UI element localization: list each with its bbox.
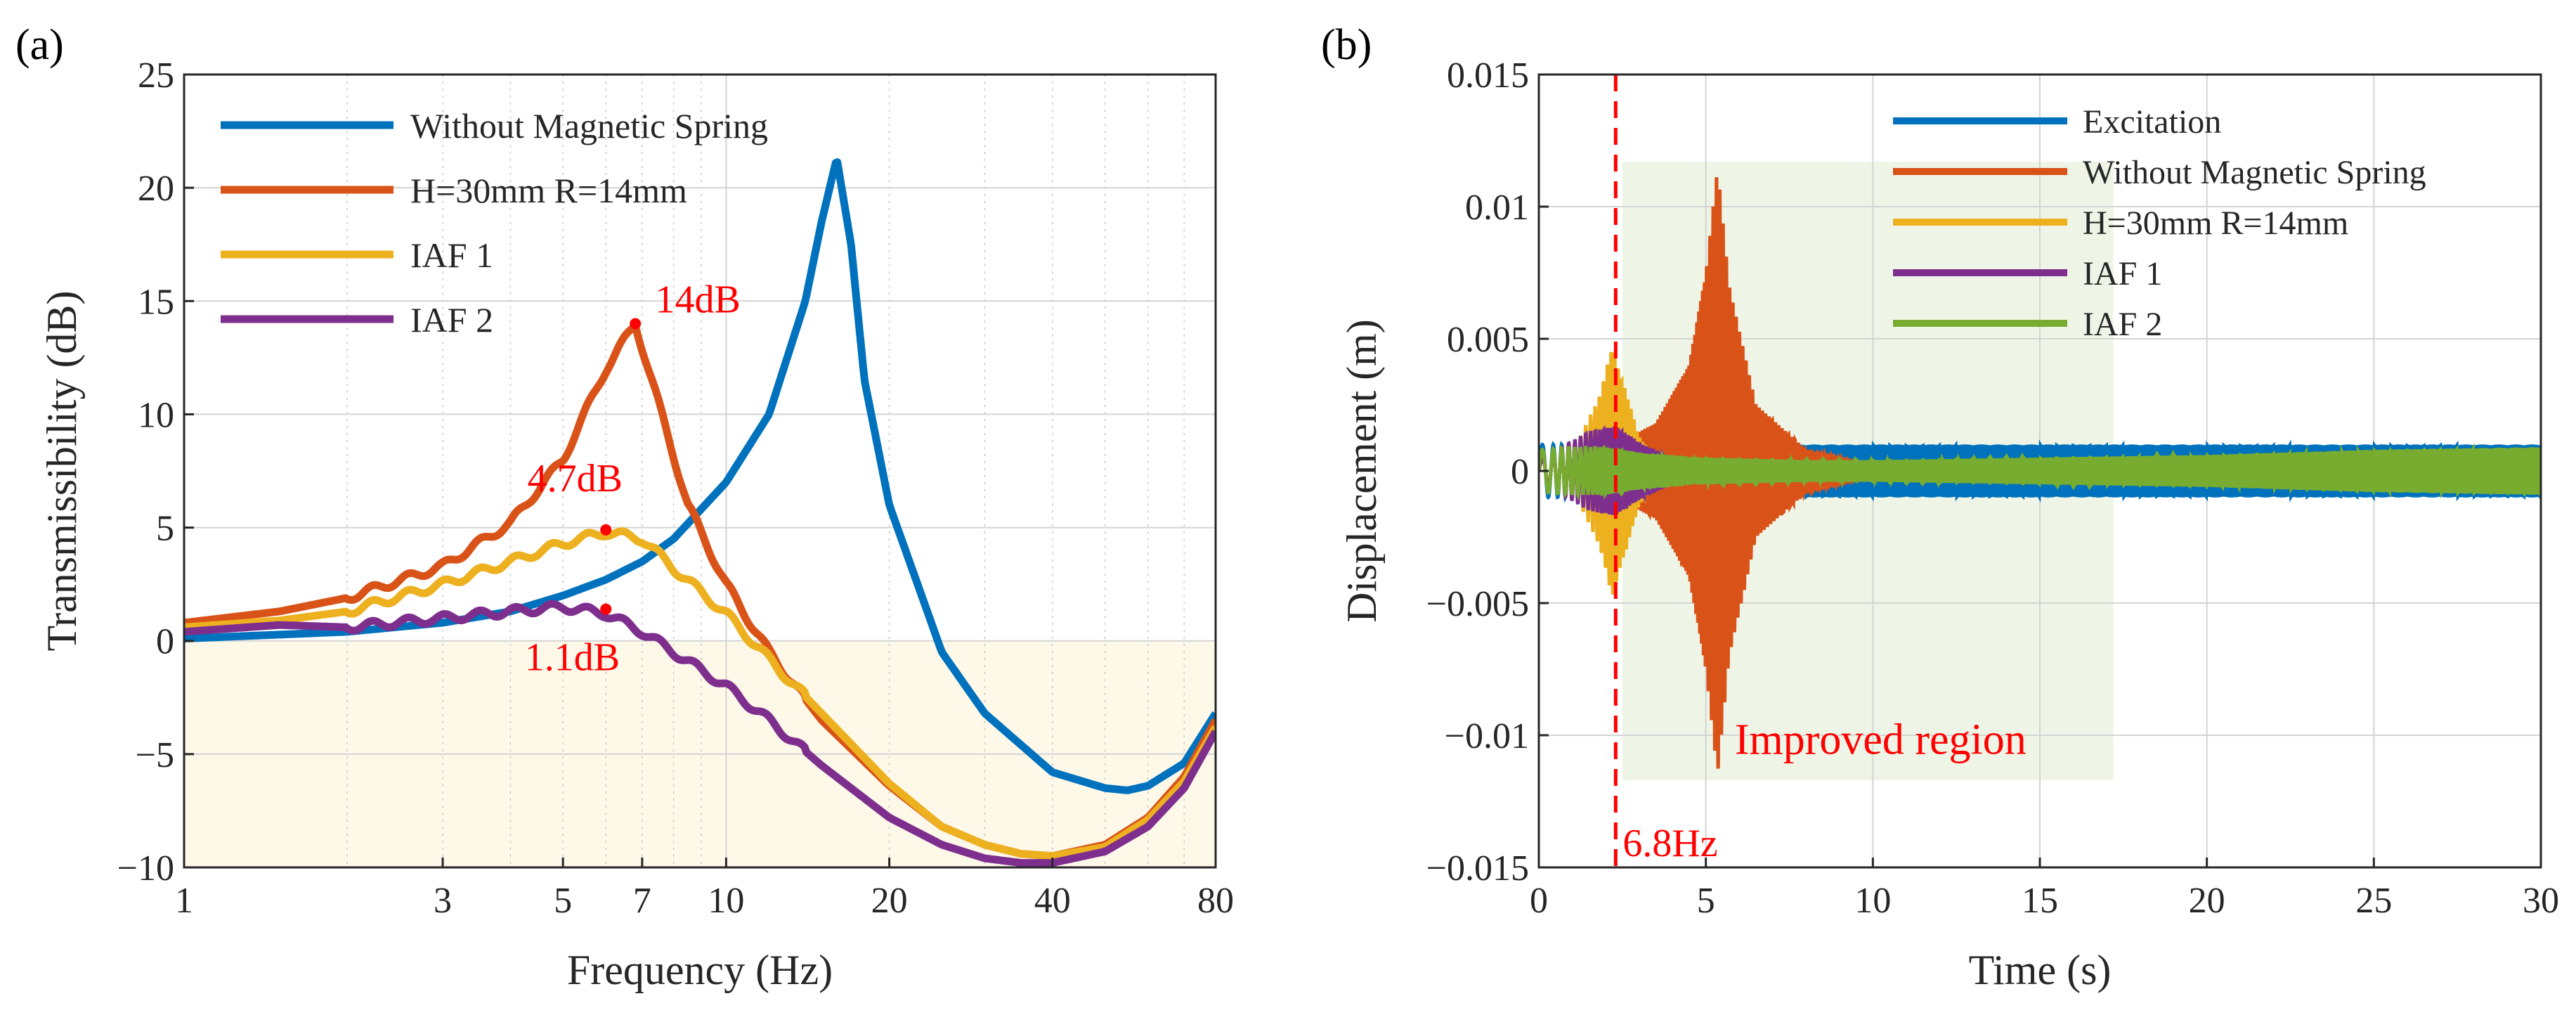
panel-b-series-bands [1539, 176, 2541, 769]
panel-a-ylabel: Transmissibility (dB) [39, 291, 85, 652]
panel-a-series-lines [184, 158, 1216, 867]
ytick-label-0-005: 0.005 [1447, 320, 1529, 360]
panel-a-markers [600, 318, 642, 615]
panel-b-label: (b) [1321, 21, 1372, 69]
marker-0 [630, 318, 642, 330]
xtick-label-1: 1 [175, 881, 193, 921]
panel-a-chart: (a) 14dB 4.7dB 1.1dB 1 3 5 7 10 20 40 80 −10 −5 0 5… [15, 21, 1234, 993]
ytick-label-0-015: −0.015 [1426, 848, 1529, 888]
xtick-label-0: 0 [1530, 881, 1548, 921]
ytick-label-0-01: −0.01 [1445, 716, 1529, 756]
series-band-iaf-2 [1539, 442, 2541, 501]
xtick-label-5: 5 [554, 881, 572, 921]
legend-label-iaf-2: IAF 2 [410, 300, 493, 340]
legend-label-h-30mm-r-14mm: H=30mm R=14mm [2083, 205, 2348, 242]
series-line-iaf-2 [184, 600, 1216, 867]
xtick-label-3: 3 [434, 881, 452, 921]
annotation-1-1db: 1.1dB [525, 636, 620, 680]
xtick-label-7: 7 [633, 881, 651, 921]
legend-label-without-magnetic-spring: Without Magnetic Spring [2083, 154, 2426, 191]
ytick-label-25: 25 [138, 56, 174, 96]
ytick-label-0: 0 [1511, 452, 1529, 492]
panel-a-legend: Without Magnetic Spring H=30mm R=14mm IAF … [221, 106, 768, 340]
legend-label-iaf-2: IAF 2 [2083, 306, 2162, 343]
panel-a-grid [184, 74, 1216, 868]
ytick-label-0-01: 0.01 [1465, 188, 1529, 228]
panel-a-axes-box [183, 73, 1217, 869]
panel-b-ticks: 0 5 10 15 20 25 30 −0.015 −0.01 −0.005 0 0.005 0.01 0… [1426, 56, 2559, 921]
panel-a-label: (a) [15, 21, 64, 69]
panel-b-chart: (b) 6.8Hz Improved region 0 5 10 15 20 25 30 −0… [1321, 21, 2559, 993]
ytick-label-10: −10 [117, 848, 174, 888]
xtick-label-20: 20 [871, 881, 908, 921]
xtick-label-20: 20 [2189, 881, 2225, 921]
xtick-label-25: 25 [2355, 881, 2392, 921]
legend-label-iaf-1: IAF 1 [2083, 255, 2162, 292]
xtick-label-10: 10 [1854, 881, 1891, 921]
ytick-label-15: 15 [138, 282, 174, 322]
series-line-iaf-1 [184, 527, 1216, 860]
xtick-label-15: 15 [2022, 881, 2058, 921]
legend-label-without-magnetic-spring: Without Magnetic Spring [410, 106, 768, 146]
panel-b-xlabel: Time (s) [1969, 947, 2112, 993]
panel-b-ylabel: Displacement (m) [1339, 319, 1385, 623]
improved-region-label: Improved region [1735, 716, 2027, 763]
panel-a-ticks: 1 3 5 7 10 20 40 80 −10 −5 0 5 10 15 20 25 [117, 56, 1234, 921]
ytick-label-0-005: −0.005 [1426, 584, 1529, 624]
legend-label-excitation: Excitation [2083, 103, 2221, 141]
panel-b-legend: Excitation Without Magnetic Spring H=30mm … [1893, 103, 2426, 343]
panel-a-xlabel: Frequency (Hz) [567, 947, 833, 993]
annotation-14db: 14dB [656, 278, 741, 321]
ytick-label-10: 10 [138, 395, 174, 435]
ytick-label-0: 0 [156, 622, 174, 662]
ytick-label-0-015: 0.015 [1447, 56, 1529, 96]
marker-2 [600, 603, 612, 615]
vline-label: 6.8Hz [1622, 822, 1717, 865]
ytick-label-5: −5 [136, 735, 174, 775]
marker-1 [600, 524, 612, 536]
xtick-label-30: 30 [2523, 881, 2559, 921]
legend-label-iaf-1: IAF 1 [410, 235, 493, 275]
xtick-label-40: 40 [1034, 881, 1071, 921]
ytick-label-20: 20 [138, 169, 174, 209]
annotation-4-7db: 4.7dB [528, 457, 623, 500]
xtick-label-80: 80 [1197, 881, 1234, 921]
xtick-label-10: 10 [708, 881, 744, 921]
panel-a-annotations: 14dB 4.7dB 1.1dB [525, 278, 741, 679]
ytick-label-5: 5 [156, 509, 174, 549]
xtick-label-5: 5 [1697, 881, 1715, 921]
legend-label-h-30mm-r-14mm: H=30mm R=14mm [410, 171, 687, 210]
